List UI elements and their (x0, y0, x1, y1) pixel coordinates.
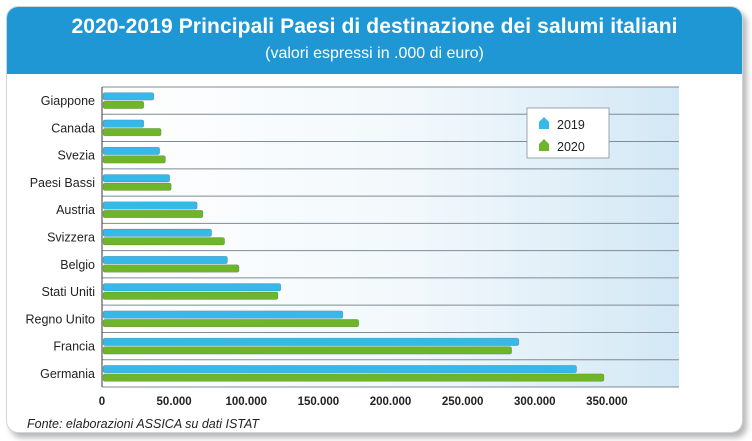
bar-2020-svezia (102, 155, 166, 164)
x-tick-label: 250.000 (442, 396, 484, 408)
bar-chart: 0 50.000 100.000 150.000 200.000 250.000 300.0… (26, 86, 679, 408)
x-tick-label: 150.000 (298, 396, 340, 408)
bar-2019-giappone (102, 92, 155, 101)
bar-2019-belgio (102, 256, 228, 265)
category-label: Svizzera (47, 231, 95, 245)
category-label: Germania (40, 367, 95, 381)
source-note: Fonte: elaborazioni ASSICA su dati ISTAT (27, 417, 260, 431)
bar-2019-stati-uniti (102, 283, 282, 292)
bar-2020-germania (102, 373, 605, 382)
bar-2019-regno-unito (102, 310, 344, 319)
chart-title: 2020-2019 Principali Paesi di destinazio… (71, 15, 678, 38)
bar-2020-belgio (102, 264, 240, 273)
x-tick-label: 300.000 (514, 396, 556, 408)
bar-2020-svizzera (102, 237, 225, 246)
category-label: Francia (53, 340, 95, 354)
legend-label-2019: 2019 (557, 118, 585, 132)
bar-2020-francia (102, 346, 512, 355)
bar-2020-regno-unito (102, 319, 360, 328)
legend-swatch-2019 (539, 117, 549, 129)
x-tick-label: 0 (99, 396, 105, 408)
category-label: Austria (56, 203, 95, 217)
bar-2020-giappone (102, 100, 145, 109)
title-banner: 2020-2019 Principali Paesi di destinazio… (7, 7, 742, 74)
bar-2019-paesi-bassi (102, 174, 171, 183)
bar-2019-svizzera (102, 228, 212, 237)
bar-2019-canada (102, 119, 145, 128)
bar-2019-germania (102, 365, 577, 374)
bar-2020-stati-uniti (102, 291, 279, 300)
category-label: Paesi Bassi (30, 176, 95, 190)
x-tick-label: 50.000 (157, 396, 192, 408)
x-tick-label: 100.000 (225, 396, 267, 408)
category-label: Regno Unito (26, 312, 96, 326)
bar-2019-austria (102, 201, 198, 210)
bar-2020-paesi-bassi (102, 182, 172, 191)
chart-card: 2020-2019 Principali Paesi di destinazio… (6, 6, 743, 433)
legend-swatch-2020 (539, 139, 549, 151)
category-label: Stati Uniti (42, 285, 96, 299)
category-label: Svezia (57, 149, 95, 163)
legend-label-2020: 2020 (557, 140, 585, 154)
bar-2019-svezia (102, 146, 160, 155)
bar-2020-canada (102, 128, 162, 137)
chart-subtitle: (valori espressi in .000 di euro) (265, 45, 484, 62)
bar-2019-francia (102, 337, 520, 346)
x-tick-label: 350.000 (586, 396, 628, 408)
x-tick-label: 200.000 (370, 396, 412, 408)
category-label: Canada (51, 121, 95, 135)
bar-2020-austria (102, 209, 204, 218)
category-label: Giappone (41, 94, 95, 108)
category-label: Belgio (60, 258, 95, 272)
